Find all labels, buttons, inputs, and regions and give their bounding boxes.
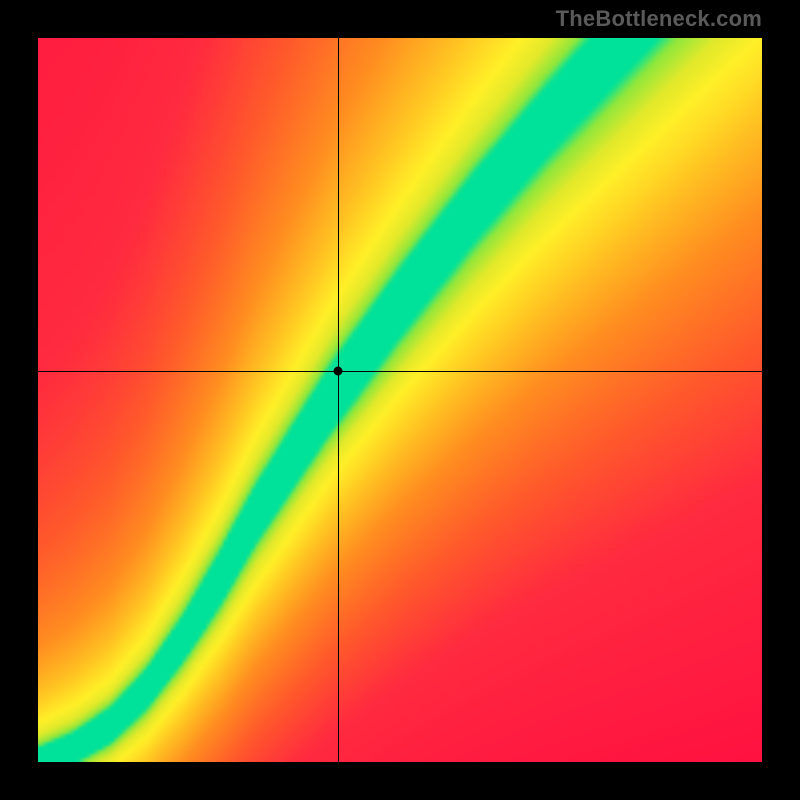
heatmap-canvas bbox=[38, 38, 762, 762]
crosshair-vertical bbox=[338, 38, 339, 762]
crosshair-horizontal bbox=[38, 371, 762, 372]
heatmap-plot bbox=[38, 38, 762, 762]
crosshair-marker bbox=[334, 367, 343, 376]
watermark-text: TheBottleneck.com bbox=[556, 6, 762, 32]
